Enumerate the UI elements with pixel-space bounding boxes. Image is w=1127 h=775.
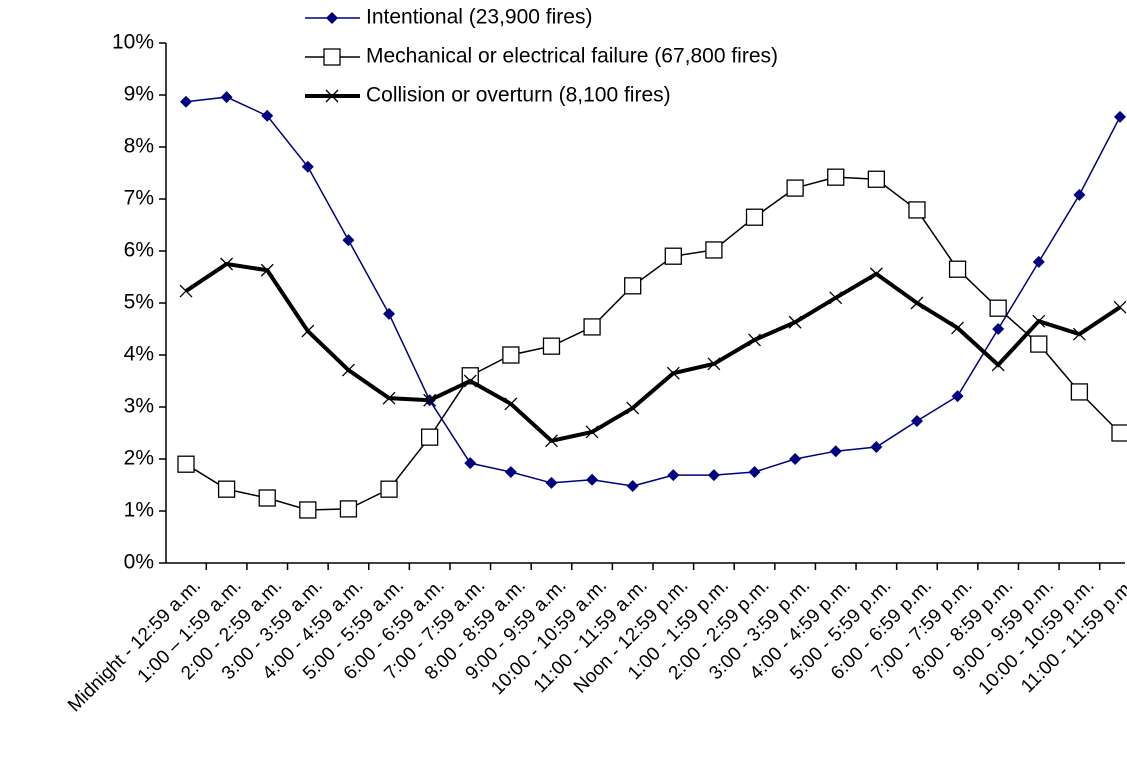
marker xyxy=(788,315,802,329)
marker xyxy=(1032,314,1046,328)
marker xyxy=(383,307,396,320)
marker xyxy=(260,263,274,277)
marker xyxy=(339,500,358,518)
marker xyxy=(502,346,520,364)
marker xyxy=(261,109,274,122)
marker xyxy=(867,170,885,188)
marker xyxy=(910,415,923,428)
series-line xyxy=(184,261,1122,443)
marker xyxy=(1032,255,1045,268)
marker xyxy=(504,397,518,411)
marker xyxy=(626,401,640,415)
marker xyxy=(664,247,682,265)
marker xyxy=(1072,327,1086,341)
marker xyxy=(179,284,193,298)
marker xyxy=(624,277,642,295)
marker xyxy=(951,390,964,403)
marker xyxy=(1114,110,1126,123)
marker xyxy=(829,291,843,305)
marker xyxy=(989,299,1007,317)
marker xyxy=(910,296,924,310)
marker xyxy=(827,168,845,186)
marker xyxy=(180,95,192,108)
marker xyxy=(220,91,233,104)
marker xyxy=(504,466,517,478)
marker xyxy=(461,367,479,385)
marker xyxy=(991,358,1005,372)
y-tick-label: 9% xyxy=(124,83,154,106)
legend-item: Intentional (23,900 fires) xyxy=(305,6,592,29)
legend-label: Intentional (23,900 fires) xyxy=(366,6,592,29)
marker xyxy=(586,473,599,486)
marker xyxy=(220,257,234,271)
marker xyxy=(382,391,396,405)
marker xyxy=(299,501,317,519)
marker xyxy=(542,337,561,355)
marker xyxy=(326,12,338,24)
marker xyxy=(463,374,477,388)
y-tick-label: 2% xyxy=(124,447,154,470)
y-tick-label: 6% xyxy=(124,239,154,262)
marker xyxy=(1073,188,1086,201)
legend-label: Collision or overturn (8,100 fires) xyxy=(366,84,671,107)
marker xyxy=(325,89,339,103)
marker xyxy=(748,466,761,478)
marker xyxy=(786,179,804,197)
marker xyxy=(705,241,723,259)
legend-item: Mechanical or electrical failure (67,800… xyxy=(305,45,778,68)
marker xyxy=(745,208,764,226)
marker xyxy=(707,357,721,371)
y-tick-label: 10% xyxy=(112,31,154,54)
marker xyxy=(545,476,558,489)
marker xyxy=(423,393,437,407)
marker xyxy=(707,469,720,482)
marker xyxy=(789,453,802,465)
marker xyxy=(951,321,965,335)
marker xyxy=(583,318,601,336)
marker xyxy=(342,234,355,247)
y-tick-label: 7% xyxy=(124,187,154,210)
marker xyxy=(626,480,639,493)
marker xyxy=(748,333,761,347)
marker xyxy=(869,267,883,281)
marker xyxy=(585,425,599,439)
series-line xyxy=(185,176,1121,511)
marker xyxy=(992,323,1005,335)
y-tick-label: 4% xyxy=(124,343,154,366)
marker xyxy=(829,445,842,458)
marker xyxy=(177,455,195,473)
marker xyxy=(1030,335,1048,353)
marker xyxy=(380,480,398,498)
y-tick-label: 0% xyxy=(124,551,154,574)
marker xyxy=(301,324,315,338)
marker xyxy=(1113,300,1127,314)
marker xyxy=(301,160,314,173)
y-tick-label: 1% xyxy=(124,499,154,522)
y-tick-label: 8% xyxy=(124,135,154,158)
marker xyxy=(667,469,680,482)
marker xyxy=(545,434,558,448)
marker xyxy=(464,457,477,470)
marker xyxy=(217,480,236,498)
marker xyxy=(948,260,967,278)
marker xyxy=(870,441,883,454)
marker xyxy=(1111,424,1127,442)
marker xyxy=(666,366,680,380)
legend-label: Mechanical or electrical failure (67,800… xyxy=(366,45,778,68)
y-tick-label: 3% xyxy=(124,395,154,418)
marker xyxy=(421,428,439,446)
marker xyxy=(258,489,276,507)
y-tick-label: 5% xyxy=(124,291,154,314)
marker xyxy=(1070,383,1089,401)
marker xyxy=(908,201,926,219)
legend-item: Collision or overturn (8,100 fires) xyxy=(305,84,671,107)
marker xyxy=(323,48,341,66)
marker xyxy=(341,363,355,377)
series-line xyxy=(185,96,1121,487)
